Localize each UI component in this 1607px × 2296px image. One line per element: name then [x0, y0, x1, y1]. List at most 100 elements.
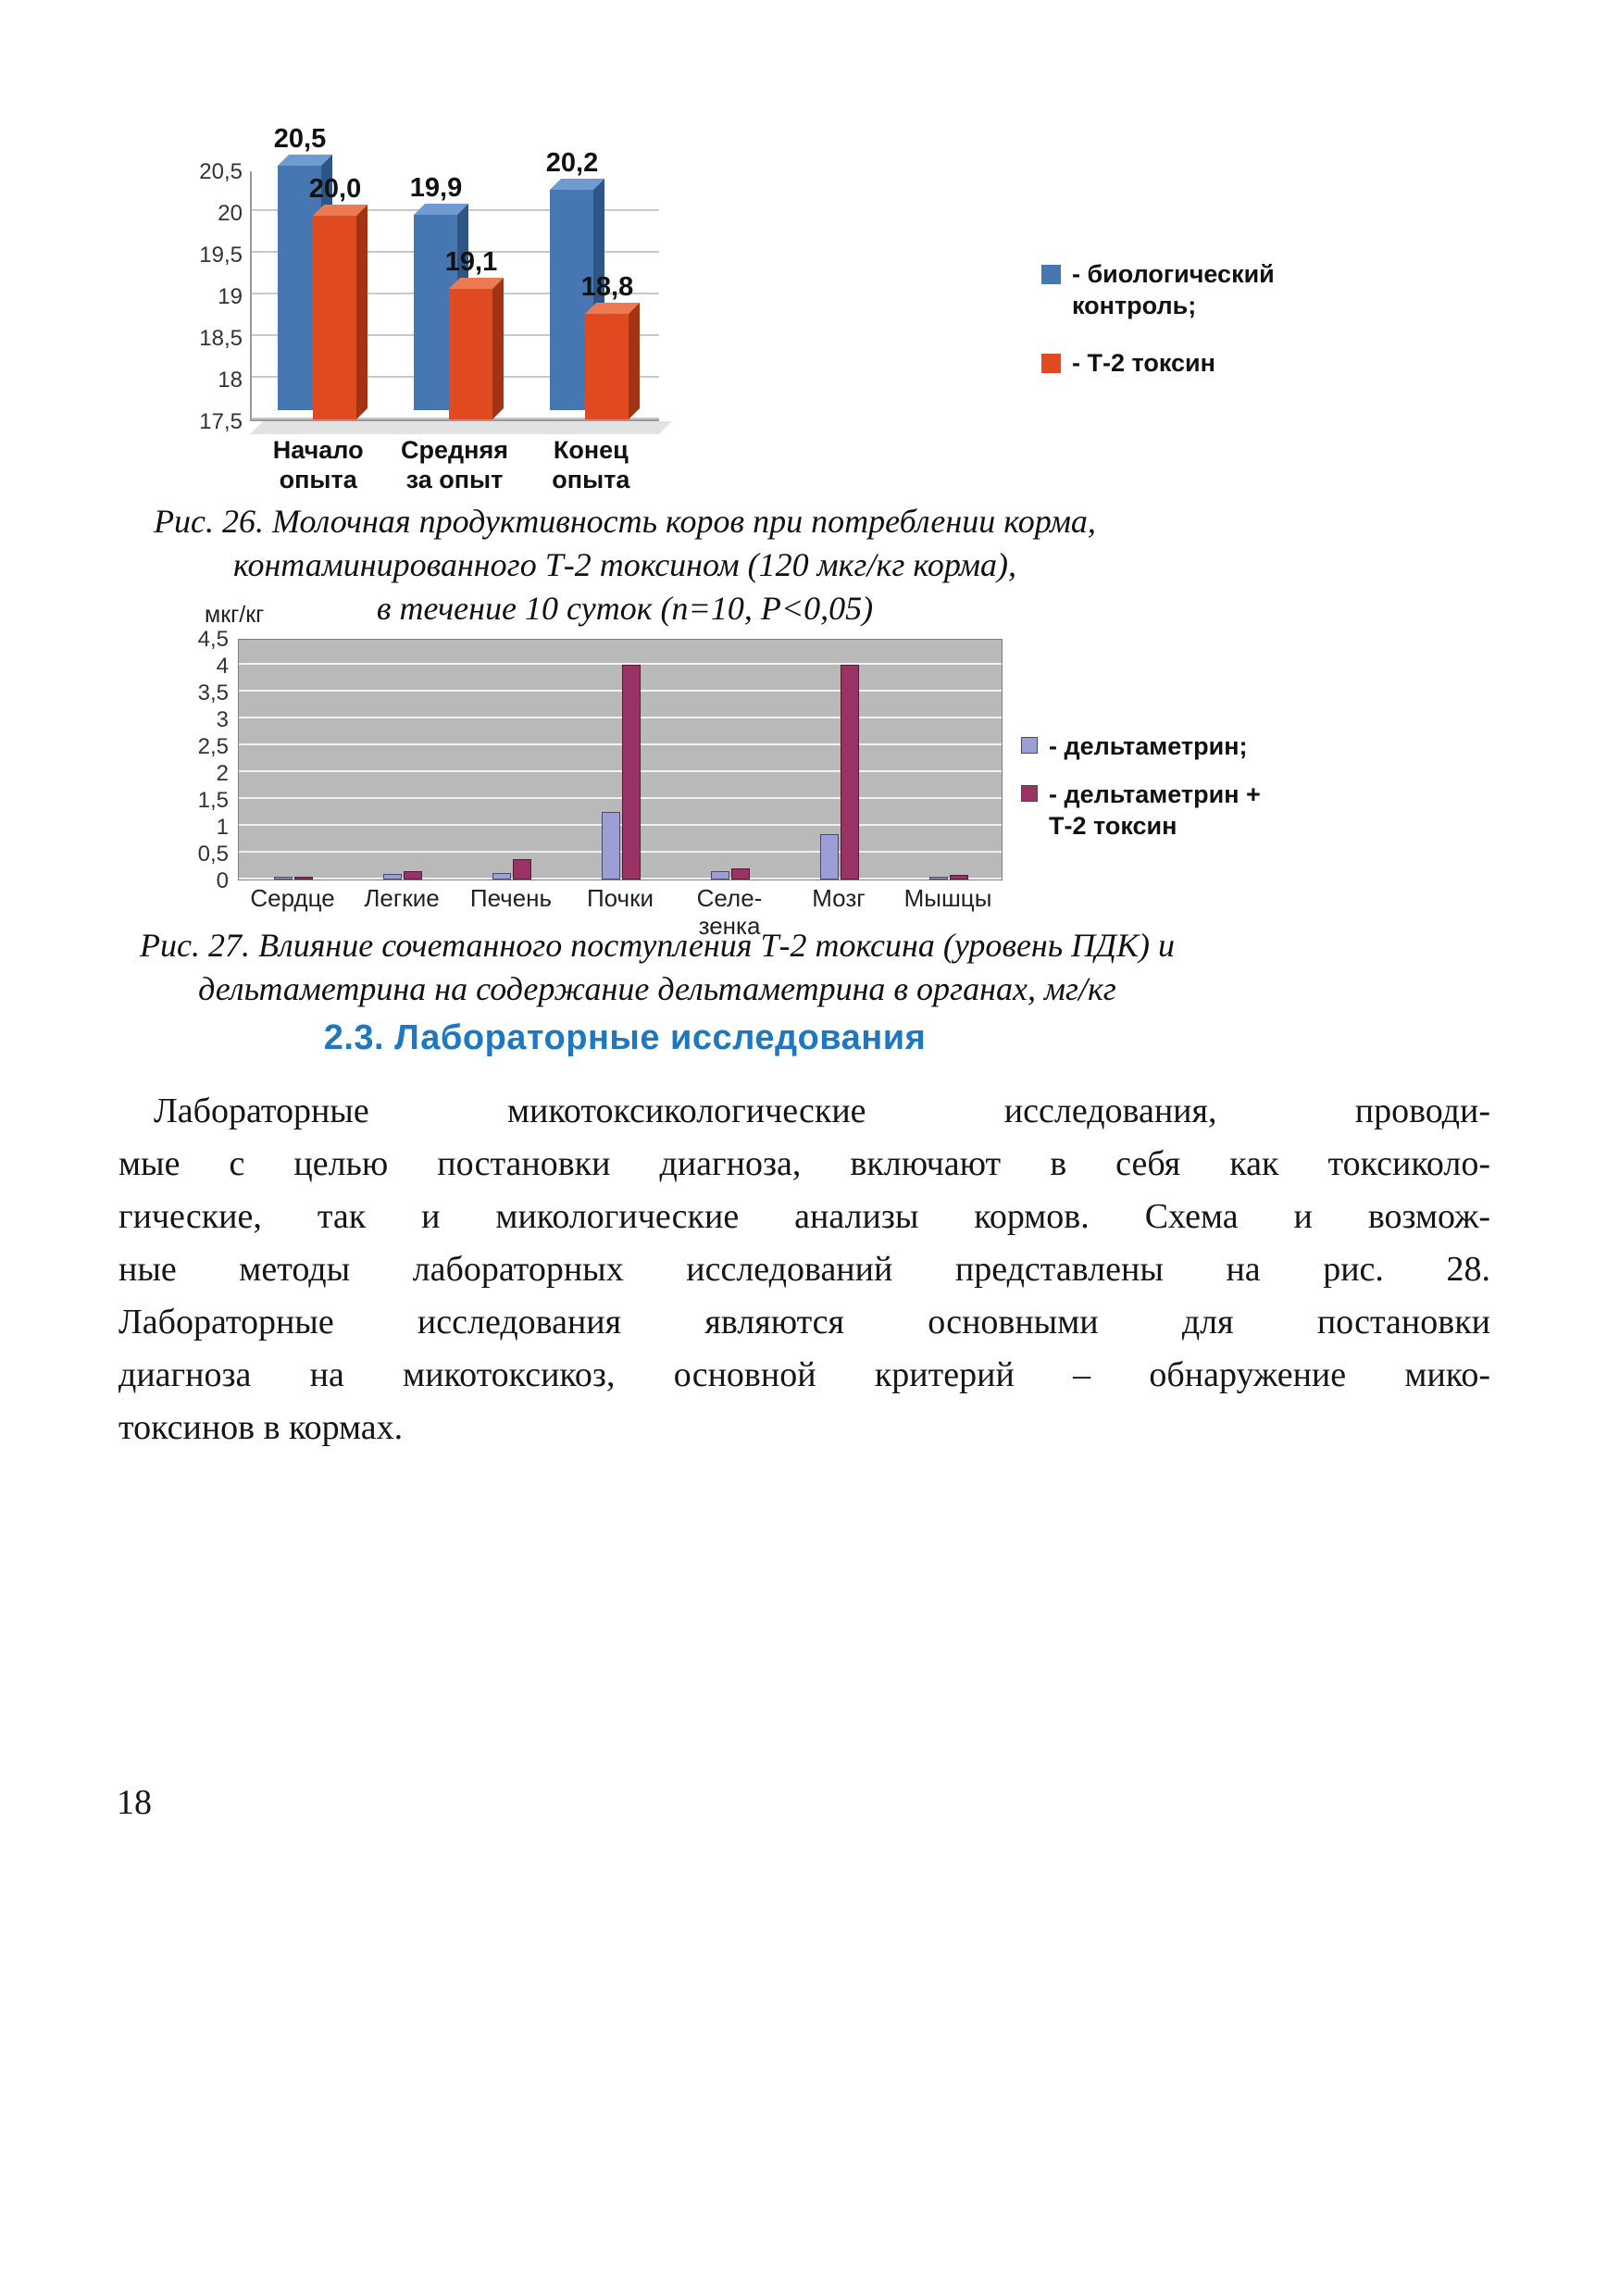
legend-swatch — [1021, 784, 1038, 802]
fig27-y-axis: 4,5 4 3,5 3 2,5 2 1,5 1 0,5 0 — [197, 627, 234, 893]
bar-value-label: 19,9 — [409, 173, 463, 203]
bar-deltamethrin — [492, 873, 511, 880]
figure26-caption: Рис. 26. Молочная продуктивность коров п… — [111, 500, 1139, 630]
bar-value-label: 20,0 — [308, 174, 362, 204]
bar-side-face — [492, 278, 504, 419]
bar-value-label: 20,5 — [273, 124, 327, 154]
y-tick-label: 0,5 — [197, 842, 229, 867]
y-tick-label: 18,5 — [199, 326, 243, 351]
caption-line: контаминированного Т-2 токсином (120 мкг… — [232, 545, 1017, 583]
fig26-x-axis: Начало опыта Средняя за опыт Конец опыта — [250, 435, 659, 495]
fig27-unit-label: мкг/кг — [205, 602, 265, 628]
fig27-x-axis: Сердце Легкие Печень Почки Селе-зенка Мозг Мыш… — [238, 884, 1003, 941]
bar-side-face — [629, 303, 640, 419]
x-axis-label: Почки — [586, 884, 654, 912]
bar-deltamethrin — [602, 812, 620, 880]
bar-deltamethrin-t2 — [950, 875, 968, 880]
caption-line: Рис. 26. Молочная продуктивность коров п… — [154, 503, 1096, 540]
bar-deltamethrin — [820, 834, 839, 880]
x-axis-label: Конец опыта — [552, 436, 630, 494]
legend-swatch — [1021, 737, 1038, 754]
x-axis-label: Средняя за опыт — [401, 436, 508, 494]
bar-top-face — [414, 204, 468, 215]
legend-label: - Т-2 токсин — [1072, 348, 1215, 377]
legend-swatch — [1041, 265, 1061, 284]
paragraph: Лабораторные микотоксикологические иссле… — [118, 1085, 1490, 1454]
bar-deltamethrin-t2 — [731, 868, 750, 880]
y-tick-label: 2 — [216, 761, 229, 786]
y-tick-label: 18 — [218, 368, 243, 393]
bar-side-face — [356, 205, 367, 419]
caption-line: в течение 10 суток (n=10, Р<0,05) — [376, 589, 874, 627]
x-axis-label: Печень — [469, 884, 553, 912]
paragraph-line: мые с целью постановки диагноза, включаю… — [118, 1144, 1490, 1183]
bar-value-label: 20,2 — [545, 148, 599, 178]
y-tick-label: 3,5 — [197, 680, 229, 705]
fig27-plot — [238, 639, 1003, 880]
y-tick-label: 20,5 — [199, 159, 243, 184]
bar-deltamethrin — [929, 877, 948, 880]
y-tick-label: 20 — [218, 201, 243, 226]
bar-deltamethrin-t2 — [841, 665, 859, 880]
paragraph-line: токсинов в кормах. — [118, 1408, 404, 1447]
legend-item: - биологический контроль; — [1041, 259, 1301, 322]
fig26-legend: - биологический контроль; - Т-2 токсин — [1041, 259, 1301, 405]
x-axis-label: Мышцы — [903, 884, 992, 912]
legend-label: - дельтаметрин; — [1049, 732, 1248, 760]
bar-deltamethrin-t2 — [294, 877, 313, 880]
fig27-legend: - дельтаметрин; - дельтаметрин + Т-2 токс… — [1021, 731, 1303, 858]
figure27-chart: мкг/кг 4,5 4 3,5 3 2,5 2 1,5 1 0,5 0 Сердце Легкие… — [197, 602, 1310, 1000]
x-axis-label: Сердце — [250, 884, 335, 912]
y-tick-label: 2,5 — [197, 734, 229, 759]
legend-swatch — [1041, 353, 1061, 373]
bar-top-face — [550, 179, 604, 190]
figure27-caption: Рис. 27. Влияние сочетанного поступления… — [83, 924, 1231, 1011]
legend-item: - дельтаметрин + Т-2 токсин — [1021, 780, 1303, 842]
bar-deltamethrin — [711, 871, 729, 880]
bar-deltamethrin-t2 — [513, 859, 531, 880]
bar-deltamethrin-t2 — [404, 871, 422, 880]
bar-top-face — [313, 205, 367, 216]
legend-item: - Т-2 токсин — [1041, 348, 1301, 380]
chart-floor — [250, 421, 672, 434]
legend-label: - дельтаметрин + Т-2 токсин — [1049, 780, 1261, 840]
bar-top-face — [585, 303, 640, 314]
bar-t2-toxin — [449, 289, 492, 419]
page-number: 18 — [117, 1783, 152, 1822]
bar-deltamethrin — [274, 877, 293, 880]
y-tick-label: 19,5 — [199, 243, 243, 268]
bar-t2-toxin — [585, 314, 629, 419]
fig26-plot: 20,5 20,0 19,9 19,1 20,2 18,8 — [250, 124, 659, 421]
caption-line: Рис. 27. Влияние сочетанного поступления… — [140, 927, 1175, 964]
x-axis-label: Легкие — [364, 884, 440, 912]
paragraph-line: ные методы лабораторных исследований пре… — [118, 1250, 1490, 1289]
y-tick-label: 4 — [216, 654, 229, 679]
y-tick-label: 1 — [216, 815, 229, 840]
fig26-y-axis: 20,5 20 19,5 19 18,5 18 17,5 — [199, 159, 246, 434]
y-tick-label: 4,5 — [197, 627, 229, 652]
y-tick-label: 19 — [218, 284, 243, 309]
x-axis-label: Начало опыта — [272, 436, 364, 494]
legend-item: - дельтаметрин; — [1021, 731, 1303, 763]
paragraph-line: Лабораторные микотоксикологические иссле… — [154, 1092, 1490, 1130]
paragraph-line: диагноза на микотоксикоз, основной крите… — [118, 1355, 1490, 1394]
bar-deltamethrin — [383, 874, 402, 880]
x-axis-label: Мозг — [812, 884, 866, 912]
paragraph-line: гические, так и микологические анализы к… — [118, 1197, 1490, 1236]
caption-line: дельтаметрина на содержание дельтаметрин… — [198, 969, 1116, 1007]
section-heading: 2.3. Лабораторные исследования — [323, 1018, 927, 1057]
y-tick-label: 1,5 — [197, 788, 229, 813]
y-tick-label: 0 — [216, 868, 229, 893]
y-tick-label: 17,5 — [199, 409, 243, 434]
x-axis-label: Селе-зенка — [696, 884, 763, 940]
bar-deltamethrin-t2 — [622, 665, 641, 880]
bar-t2-toxin — [313, 216, 356, 419]
bar-top-face — [278, 155, 332, 166]
bar-value-label: 19,1 — [444, 247, 498, 277]
bar-top-face — [449, 278, 504, 289]
legend-label: - биологический контроль; — [1072, 260, 1275, 319]
bar-value-label: 18,8 — [580, 272, 634, 302]
paragraph-line: Лабораторные исследования являются основ… — [118, 1303, 1490, 1341]
y-tick-label: 3 — [216, 707, 229, 732]
